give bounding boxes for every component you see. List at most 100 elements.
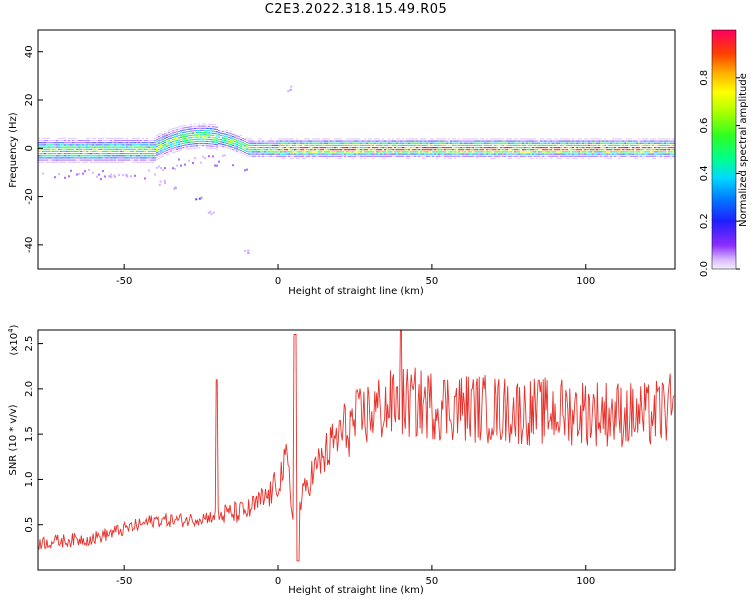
heatmap-cell [666,155,669,157]
heatmap-cell [470,149,473,151]
heatmap-cell [396,147,398,149]
heatmap-cell [136,146,138,148]
heatmap-cell [50,153,52,155]
heatmap-cell [572,144,575,146]
heatmap-cell [112,157,114,159]
heatmap-cell [318,142,320,144]
heatmap-cell [170,144,172,146]
heatmap-cell [274,147,276,149]
heatmap-cell [586,149,589,151]
heatmap-cell [268,147,270,149]
heatmap-cell [136,157,138,159]
heatmap-cell [174,129,176,131]
heatmap-cell [120,148,122,150]
heatmap-cell [462,151,465,153]
heatmap-cell [566,140,569,142]
heatmap-cell [84,159,86,161]
heatmap-cell [508,153,511,155]
heatmap-cell [82,153,84,155]
heatmap-cell [174,168,176,170]
heatmap-cell [90,150,92,152]
heatmap-cell [182,125,184,127]
heatmap-cell [506,151,509,153]
heatmap-cell [540,147,543,149]
heatmap-cell [284,142,286,144]
colorbar: 0.00.20.40.60.8 Normalized spectral ampl… [699,29,749,277]
heatmap-cell [40,144,42,146]
heatmap-cell [302,155,304,157]
heatmap-cell [668,142,671,144]
heatmap-cell [414,151,416,153]
heatmap-cell [528,138,531,140]
heatmap-cell [510,142,513,144]
heatmap-cell [176,129,178,131]
snr-frame [37,329,676,571]
heatmap-cell [522,153,525,155]
heatmap-cell [550,147,553,149]
heatmap-cell [226,147,228,149]
heatmap-cell [290,149,292,151]
heatmap-cell [202,145,204,147]
snr-x-tick-label: 100 [576,576,595,587]
heatmap-cell [632,153,635,155]
heatmap-cell [462,153,465,155]
heatmap-cell [392,138,394,140]
heatmap-cell [510,147,513,149]
heatmap-cell [138,144,140,146]
heatmap-cell [78,157,80,159]
heatmap-cell [60,148,62,150]
heatmap-cell [118,140,120,142]
heatmap-cell [232,164,234,167]
heatmap-cell [214,146,216,148]
heatmap-cell [88,150,90,152]
heatmap-cell [144,155,146,157]
heatmap-cell [218,136,220,138]
snr-y-tick-label: 2.0 [24,381,35,397]
heatmap-cell [356,147,358,149]
heatmap-cell [126,159,128,161]
heatmap-cell [402,140,404,142]
heatmap-cell [604,151,607,153]
heatmap-cell [150,140,152,142]
heatmap-cell [522,155,525,157]
heatmap-cell [150,157,152,159]
heatmap-cell [482,149,485,151]
heatmap-cell [70,142,72,144]
heatmap-cell [248,153,250,155]
heatmap-cell [424,147,426,149]
heatmap-cell [450,157,452,159]
heatmap-cell [538,142,541,144]
heatmap-cell [230,137,232,139]
heatmap-cell [358,138,360,140]
heatmap-cell [448,151,450,153]
heatmap-cell [172,139,174,141]
spectrogram-x-ticks: -50 0 50 100 [116,264,595,287]
heatmap-cell [336,140,338,142]
heatmap-cell [340,140,342,142]
heatmap-cell [338,142,340,144]
heatmap-cell [350,155,352,157]
heatmap-cell [156,145,158,147]
heatmap-cell [654,149,657,151]
heatmap-cell [108,137,110,139]
heatmap-cell [212,147,214,150]
heatmap-cell [130,153,132,155]
heatmap-cell [518,151,521,153]
heatmap-cell [242,137,244,140]
heatmap-cell [118,150,120,152]
heatmap-cell [386,140,388,142]
heatmap-cell [72,148,74,150]
heatmap-cell [670,155,673,157]
heatmap-cell [582,149,585,151]
heatmap-cell [72,150,74,152]
heatmap-cell [266,149,268,151]
heatmap-cell [388,140,390,142]
heatmap-cell [544,149,547,151]
heatmap-cell [302,151,304,153]
heatmap-cell [522,140,525,142]
heatmap-cell [200,127,202,129]
heatmap-cell [58,140,60,142]
heatmap-cell [122,144,124,146]
heatmap-cell [558,140,561,142]
heatmap-cell [128,146,130,148]
